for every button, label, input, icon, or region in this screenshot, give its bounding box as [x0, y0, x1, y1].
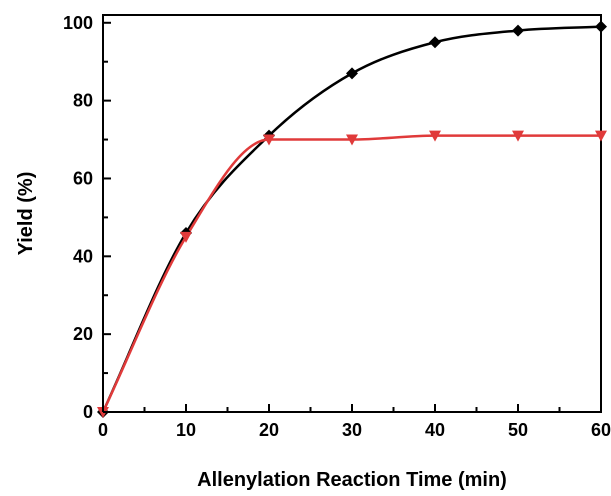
- axis-ticks: [102, 21, 602, 413]
- y-tick-label: 80: [73, 91, 93, 111]
- data-point-series-1: [346, 67, 358, 80]
- x-tick-label: 40: [425, 420, 445, 440]
- x-tick-label: 60: [591, 420, 611, 440]
- x-tick-label: 0: [98, 420, 108, 440]
- data-point-series-2: [263, 134, 275, 146]
- fit-curves: [101, 25, 602, 413]
- tick-labels: 0 10 20 30 40 50 60 0 20 40 60 80 100: [63, 13, 611, 440]
- data-point-series-1: [595, 20, 607, 33]
- y-tick-label: 100: [63, 13, 93, 33]
- y-tick-label: 60: [73, 168, 93, 188]
- x-tick-label: 30: [342, 420, 362, 440]
- x-tick-label: 20: [259, 420, 279, 440]
- x-tick-label: 10: [176, 420, 196, 440]
- y-axis-title: Yield (%): [15, 172, 37, 256]
- data-point-series-2: [429, 130, 441, 142]
- y-tick-label: 0: [83, 402, 93, 422]
- data-point-series-2: [595, 130, 607, 142]
- data-point-series-1: [512, 24, 524, 37]
- data-point-series-2: [180, 231, 192, 243]
- fit-curve-series-2: [101, 134, 601, 413]
- fit-curve-series-1: [101, 25, 602, 413]
- data-point-series-2: [512, 130, 524, 142]
- y-tick-label: 40: [73, 246, 93, 266]
- data-markers: [97, 20, 607, 418]
- data-point-series-1: [429, 36, 441, 49]
- x-tick-label: 50: [508, 420, 528, 440]
- x-axis-title: Allenylation Reaction Time (min): [197, 469, 507, 491]
- y-tick-label: 20: [73, 324, 93, 344]
- data-point-series-2: [346, 134, 358, 146]
